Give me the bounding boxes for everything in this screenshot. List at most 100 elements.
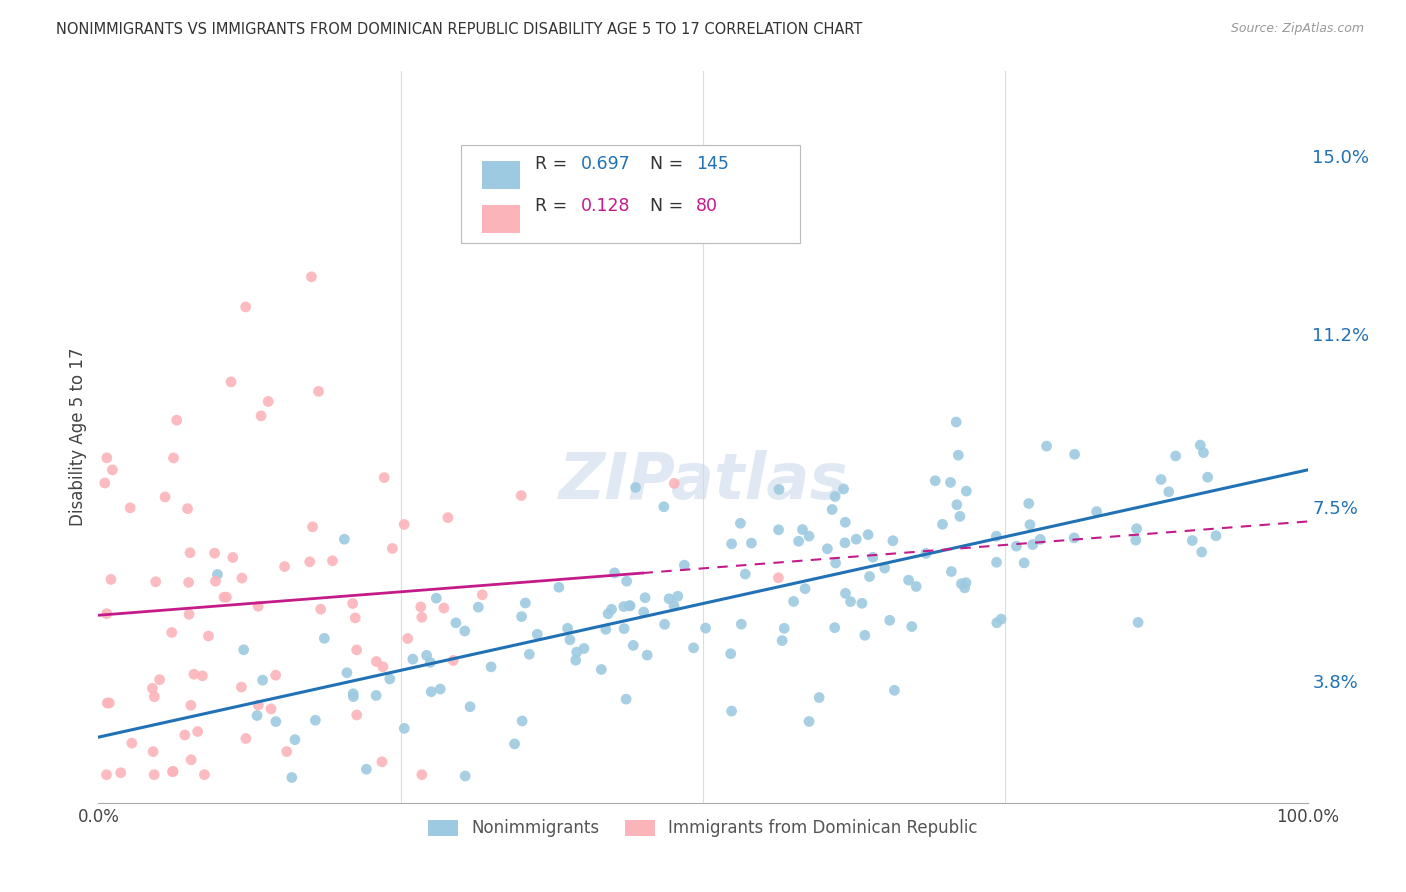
Point <box>946 498 969 512</box>
Text: 80: 80 <box>696 197 717 215</box>
Point <box>273 559 295 574</box>
Point <box>96 450 118 465</box>
Point <box>882 533 904 548</box>
Point <box>547 580 569 594</box>
Point <box>666 589 689 603</box>
Point <box>839 594 862 608</box>
Point <box>301 269 323 284</box>
Point <box>1022 538 1045 552</box>
Point <box>794 582 817 596</box>
Point <box>720 704 742 718</box>
Point <box>301 520 323 534</box>
Point <box>834 536 856 550</box>
Point <box>1126 615 1149 630</box>
Point <box>173 728 195 742</box>
Point <box>433 601 456 615</box>
Point <box>222 550 245 565</box>
Point <box>232 642 254 657</box>
Point <box>396 632 419 646</box>
Point <box>231 680 253 694</box>
Point <box>479 660 502 674</box>
Point <box>411 610 433 624</box>
Point <box>264 668 287 682</box>
Text: 0.128: 0.128 <box>581 197 630 215</box>
Point <box>905 579 928 593</box>
Text: 0.697: 0.697 <box>581 154 631 172</box>
Point <box>634 591 657 605</box>
Point <box>143 690 166 704</box>
Text: N =: N = <box>650 154 689 172</box>
Point <box>402 652 425 666</box>
Point <box>808 690 831 705</box>
Point <box>565 645 588 659</box>
Point <box>162 764 184 779</box>
Point <box>177 607 200 622</box>
Point <box>252 673 274 687</box>
Point <box>768 571 790 585</box>
Point <box>1012 556 1035 570</box>
Text: ZIPatlas: ZIPatlas <box>558 450 848 512</box>
Point <box>429 681 451 696</box>
Point <box>471 588 494 602</box>
Point <box>1085 505 1108 519</box>
Point <box>142 745 165 759</box>
Point <box>419 656 441 670</box>
Point <box>1189 438 1212 452</box>
Point <box>915 546 938 560</box>
Point <box>260 702 283 716</box>
Text: R =: R = <box>534 197 572 215</box>
Point <box>845 533 868 547</box>
Point <box>193 767 215 781</box>
Point <box>619 599 641 613</box>
Point <box>149 673 172 687</box>
Point <box>734 567 756 582</box>
Point <box>792 523 814 537</box>
Point <box>96 696 118 710</box>
Point <box>821 502 844 516</box>
Point <box>120 500 142 515</box>
Point <box>96 767 118 781</box>
Point <box>782 594 804 608</box>
Point <box>797 714 820 729</box>
Point <box>773 621 796 635</box>
Point <box>948 448 970 462</box>
FancyBboxPatch shape <box>461 145 800 244</box>
Point <box>613 622 636 636</box>
Point <box>304 713 326 727</box>
Point <box>420 684 443 698</box>
Point <box>939 475 962 490</box>
Point <box>141 681 163 696</box>
Point <box>197 629 219 643</box>
Point <box>378 672 401 686</box>
Point <box>858 569 880 583</box>
Point <box>309 602 332 616</box>
Point <box>162 764 184 779</box>
Point <box>621 639 644 653</box>
Point <box>454 769 477 783</box>
Point <box>824 556 846 570</box>
Point <box>901 619 924 633</box>
Point <box>180 698 202 713</box>
Point <box>990 612 1012 626</box>
Point <box>654 617 676 632</box>
Point <box>1125 522 1147 536</box>
Point <box>215 590 238 604</box>
Point <box>986 529 1008 543</box>
Point <box>986 555 1008 569</box>
Point <box>219 375 242 389</box>
Point <box>941 565 963 579</box>
Text: Source: ZipAtlas.com: Source: ZipAtlas.com <box>1230 22 1364 36</box>
Point <box>595 623 617 637</box>
Point <box>284 732 307 747</box>
Point <box>392 517 415 532</box>
Point <box>851 596 873 610</box>
Point <box>333 533 356 547</box>
Point <box>346 643 368 657</box>
Point <box>950 576 973 591</box>
Point <box>834 516 856 530</box>
Point <box>94 475 117 490</box>
Text: N =: N = <box>650 197 689 215</box>
Point <box>1005 539 1028 553</box>
Point <box>517 647 540 661</box>
Point <box>832 482 855 496</box>
